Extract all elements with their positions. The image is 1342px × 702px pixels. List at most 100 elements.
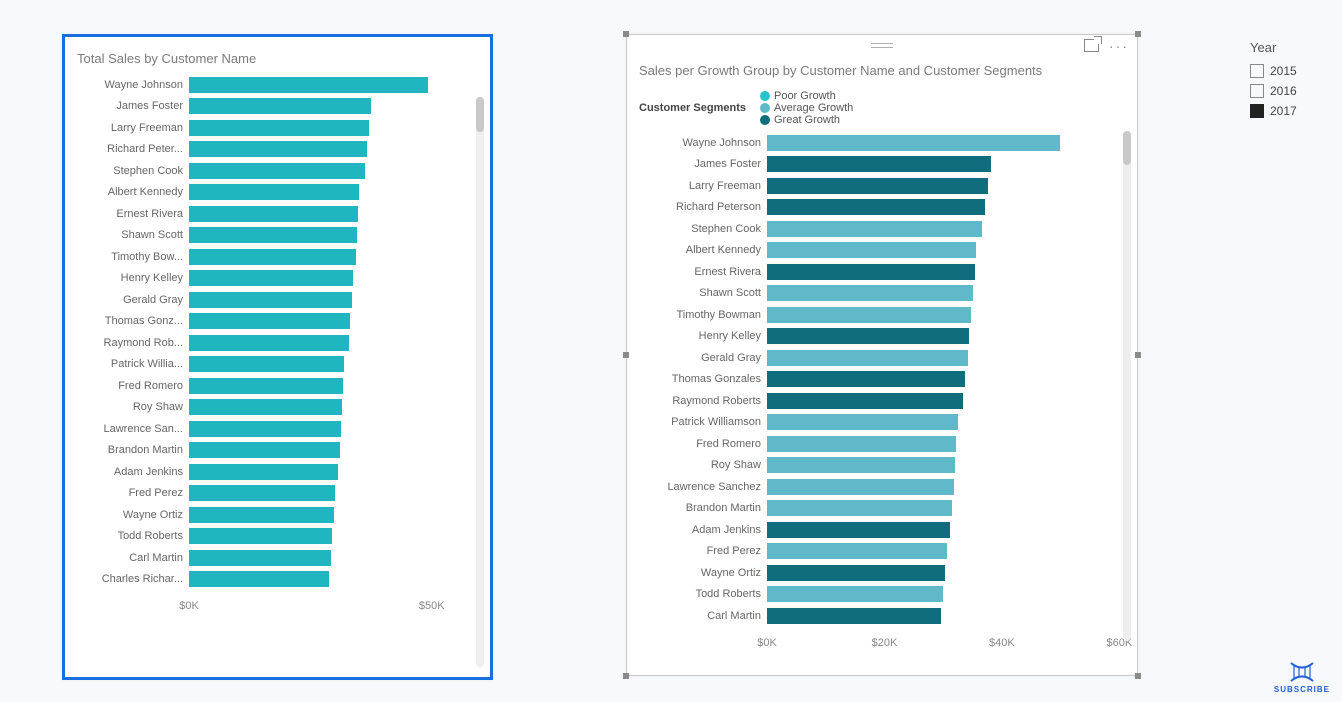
bar[interactable]	[189, 313, 350, 329]
bar[interactable]	[189, 120, 369, 136]
bar[interactable]	[189, 163, 365, 179]
chart-row[interactable]: Adam Jenkins	[65, 461, 468, 483]
more-options-icon[interactable]: ···	[1109, 41, 1129, 51]
chart-row[interactable]: Albert Kennedy	[627, 240, 1115, 262]
chart-row[interactable]: Fred Romero	[627, 433, 1115, 455]
chart-row[interactable]: Ernest Rivera	[65, 203, 468, 225]
bar[interactable]	[767, 414, 958, 430]
bar[interactable]	[767, 221, 982, 237]
bar[interactable]	[189, 442, 340, 458]
bar[interactable]	[189, 184, 359, 200]
chart-row[interactable]: Todd Roberts	[65, 526, 468, 548]
checkbox-icon[interactable]	[1250, 84, 1264, 98]
bar[interactable]	[189, 571, 329, 587]
chart-row[interactable]: Raymond Roberts	[627, 390, 1115, 412]
bar[interactable]	[189, 378, 343, 394]
bar[interactable]	[767, 328, 969, 344]
slicer-option[interactable]: 2016	[1250, 81, 1297, 101]
scrollbar[interactable]	[1123, 131, 1131, 641]
scrollbar[interactable]	[476, 97, 484, 667]
bar[interactable]	[189, 464, 338, 480]
chart-row[interactable]: Ernest Rivera	[627, 261, 1115, 283]
slicer-option[interactable]: 2017	[1250, 101, 1297, 121]
legend-item[interactable]: Average Growth	[760, 102, 853, 114]
bar[interactable]	[189, 528, 332, 544]
bar[interactable]	[189, 249, 356, 265]
bar[interactable]	[189, 98, 371, 114]
chart-row[interactable]: Henry Kelley	[627, 326, 1115, 348]
legend-item[interactable]: Poor Growth	[760, 90, 853, 102]
bar[interactable]	[767, 199, 985, 215]
bar[interactable]	[767, 178, 988, 194]
chart-row[interactable]: Wayne Johnson	[65, 74, 468, 96]
bar[interactable]	[767, 242, 976, 258]
chart-row[interactable]: Timothy Bow...	[65, 246, 468, 268]
legend-item[interactable]: Great Growth	[760, 114, 853, 126]
chart-row[interactable]: Patrick Willia...	[65, 354, 468, 376]
chart-row[interactable]: Adam Jenkins	[627, 519, 1115, 541]
bar[interactable]	[189, 421, 341, 437]
chart-row[interactable]: Gerald Gray	[65, 289, 468, 311]
chart-row[interactable]: Todd Roberts	[627, 584, 1115, 606]
chart-row[interactable]: Richard Peter...	[65, 139, 468, 161]
chart-row[interactable]: Carl Martin	[65, 547, 468, 569]
chart-row[interactable]: Shawn Scott	[627, 283, 1115, 305]
chart-row[interactable]: Raymond Rob...	[65, 332, 468, 354]
bar[interactable]	[189, 356, 344, 372]
right-chart-visual[interactable]: ··· Sales per Growth Group by Customer N…	[626, 34, 1138, 676]
resize-handle[interactable]	[1135, 673, 1141, 679]
year-slicer[interactable]: Year 201520162017	[1250, 40, 1297, 121]
bar[interactable]	[767, 264, 975, 280]
chart-row[interactable]: Wayne Ortiz	[65, 504, 468, 526]
bar[interactable]	[189, 507, 334, 523]
focus-mode-icon[interactable]	[1084, 39, 1099, 52]
chart-row[interactable]: Fred Perez	[627, 541, 1115, 563]
chart-row[interactable]: Richard Peterson	[627, 197, 1115, 219]
left-chart-visual[interactable]: Total Sales by Customer Name Wayne Johns…	[62, 34, 493, 680]
bar[interactable]	[767, 586, 943, 602]
bar[interactable]	[189, 270, 353, 286]
chart-row[interactable]: Roy Shaw	[65, 397, 468, 419]
bar[interactable]	[767, 436, 956, 452]
bar[interactable]	[767, 135, 1060, 151]
bar[interactable]	[189, 77, 428, 93]
chart-row[interactable]: Roy Shaw	[627, 455, 1115, 477]
chart-row[interactable]: Shawn Scott	[65, 225, 468, 247]
bar[interactable]	[189, 399, 342, 415]
chart-row[interactable]: Albert Kennedy	[65, 182, 468, 204]
chart-row[interactable]: Gerald Gray	[627, 347, 1115, 369]
resize-handle[interactable]	[623, 673, 629, 679]
bar[interactable]	[189, 227, 357, 243]
bar[interactable]	[767, 393, 963, 409]
chart-row[interactable]: Patrick Williamson	[627, 412, 1115, 434]
bar[interactable]	[767, 285, 973, 301]
bar[interactable]	[767, 371, 965, 387]
checkbox-icon[interactable]	[1250, 64, 1264, 78]
chart-row[interactable]: Brandon Martin	[627, 498, 1115, 520]
chart-row[interactable]: James Foster	[627, 154, 1115, 176]
chart-row[interactable]: Wayne Johnson	[627, 132, 1115, 154]
bar[interactable]	[189, 206, 358, 222]
bar[interactable]	[767, 457, 955, 473]
bar[interactable]	[767, 307, 971, 323]
chart-row[interactable]: Lawrence Sanchez	[627, 476, 1115, 498]
bar[interactable]	[767, 479, 954, 495]
bar[interactable]	[189, 335, 349, 351]
chart-row[interactable]: Lawrence San...	[65, 418, 468, 440]
chart-row[interactable]: Fred Perez	[65, 483, 468, 505]
chart-row[interactable]: James Foster	[65, 96, 468, 118]
chart-row[interactable]: Thomas Gonz...	[65, 311, 468, 333]
checkbox-icon[interactable]	[1250, 104, 1264, 118]
slicer-option[interactable]: 2015	[1250, 61, 1297, 81]
chart-row[interactable]: Wayne Ortiz	[627, 562, 1115, 584]
bar[interactable]	[189, 141, 367, 157]
bar[interactable]	[189, 550, 331, 566]
bar[interactable]	[767, 156, 991, 172]
bar[interactable]	[189, 292, 352, 308]
chart-row[interactable]: Fred Romero	[65, 375, 468, 397]
chart-row[interactable]: Larry Freeman	[627, 175, 1115, 197]
subscribe-badge[interactable]: SUBSCRIBE	[1274, 661, 1330, 694]
bar[interactable]	[767, 543, 947, 559]
chart-row[interactable]: Larry Freeman	[65, 117, 468, 139]
bar[interactable]	[767, 500, 952, 516]
